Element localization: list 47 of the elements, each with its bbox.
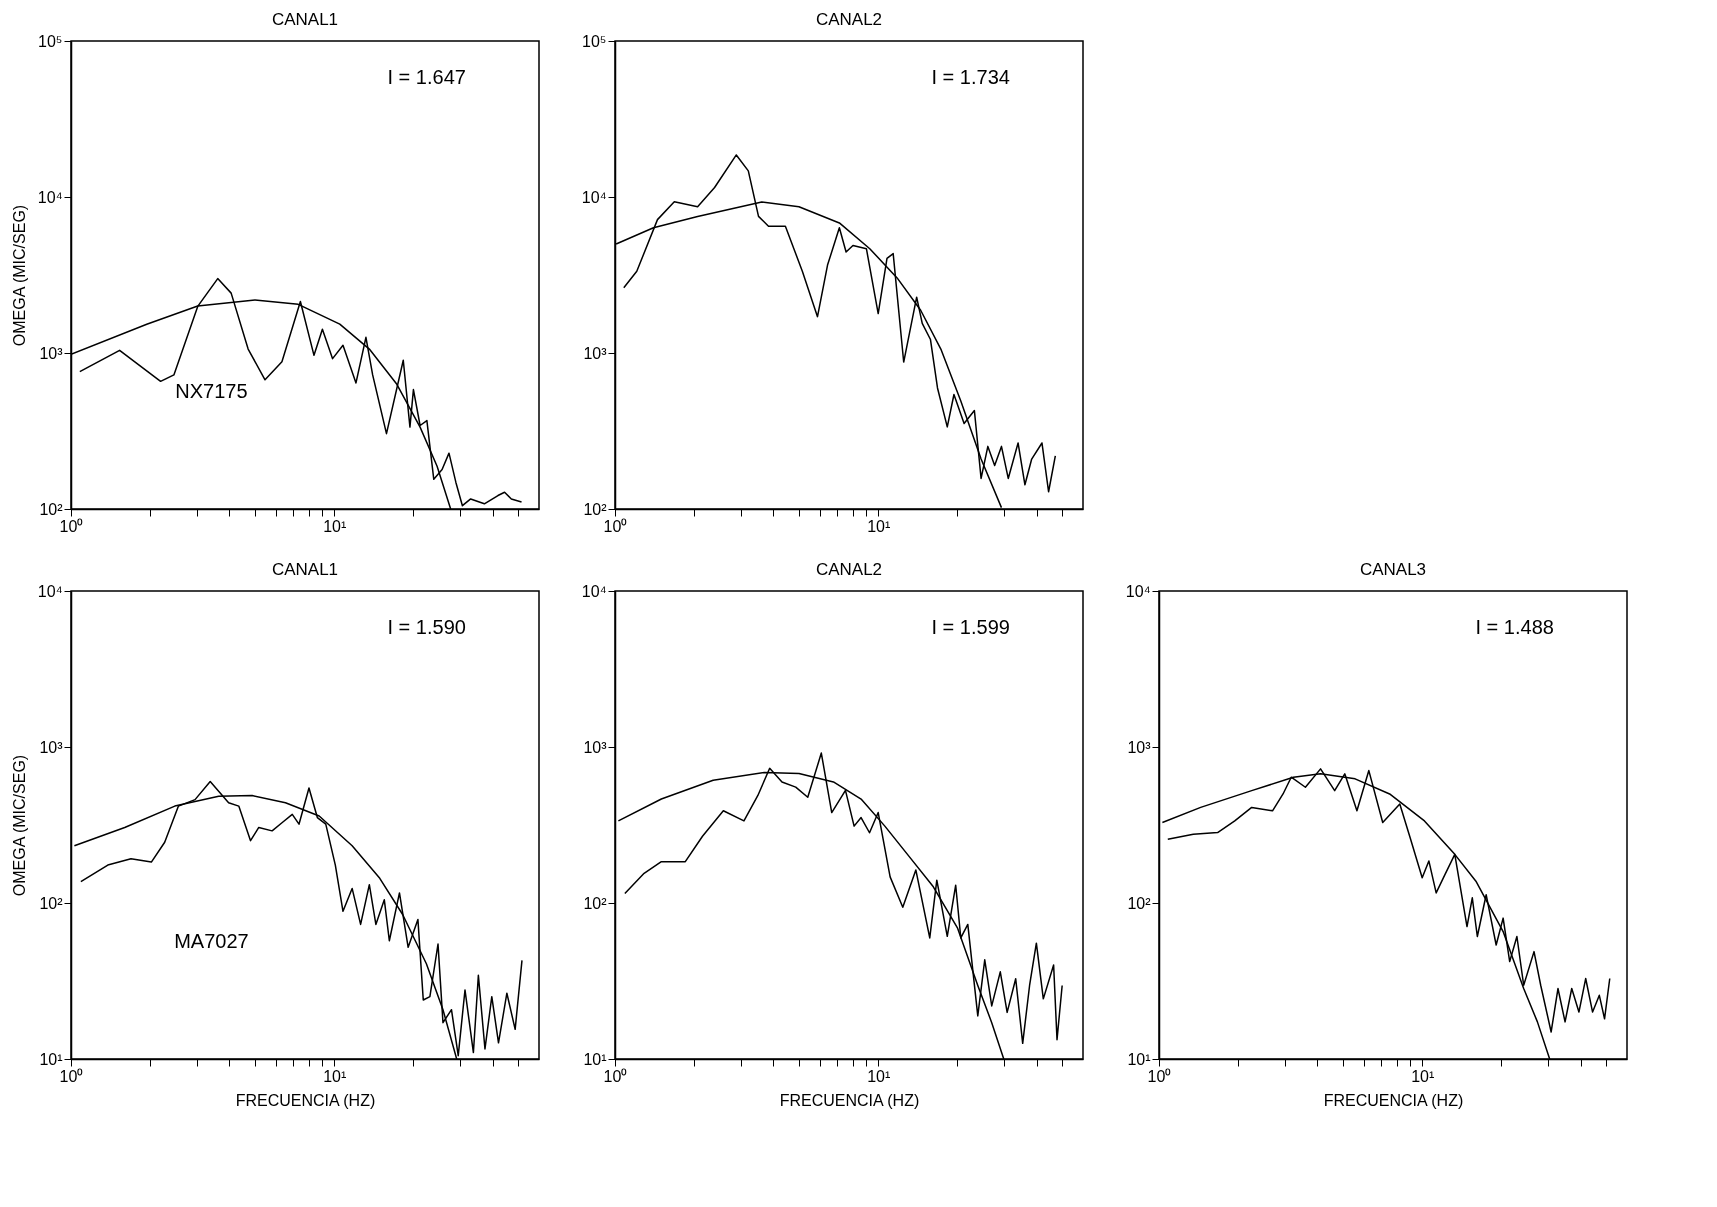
- x-tick-label: 10⁰: [603, 517, 628, 535]
- x-tick-label: 10⁰: [59, 1067, 84, 1085]
- y-tick-label: 10⁴: [581, 582, 607, 600]
- y-tick-label: 10⁴: [581, 188, 607, 206]
- y-axis-title: OMEGA (MIC/SEG): [10, 204, 28, 347]
- chart-title: CANAL2: [815, 10, 883, 29]
- chart-title: CANAL1: [271, 560, 339, 579]
- x-axis-title: FRECUENCIA (HZ): [779, 1091, 920, 1109]
- y-tick-label: 10⁵: [38, 32, 63, 50]
- y-tick-label: 10¹: [39, 1050, 63, 1068]
- annotation: I = 1.488: [1475, 616, 1554, 639]
- y-tick-label: 10³: [1127, 738, 1152, 756]
- x-tick-label: 10⁰: [1147, 1067, 1172, 1085]
- x-tick-label: 10¹: [867, 1067, 891, 1085]
- y-tick-label: 10²: [39, 894, 64, 912]
- annotation: I = 1.599: [931, 616, 1010, 639]
- y-tick-label: 10⁴: [1125, 582, 1151, 600]
- annotation: MA7027: [174, 930, 249, 952]
- chart-title: CANAL3: [1359, 560, 1427, 579]
- annotation: I = 1.590: [387, 616, 466, 639]
- x-axis-title: FRECUENCIA (HZ): [235, 1091, 376, 1109]
- y-tick-label: 10¹: [1127, 1050, 1151, 1068]
- x-tick-label: 10¹: [1411, 1067, 1435, 1085]
- y-tick-label: 10²: [583, 500, 608, 518]
- chart-title: CANAL1: [271, 10, 339, 29]
- y-tick-label: 10³: [583, 344, 608, 362]
- x-tick-label: 10⁰: [603, 1067, 628, 1085]
- x-tick-label: 10¹: [323, 517, 347, 535]
- y-tick-label: 10⁴: [37, 582, 63, 600]
- y-tick-label: 10⁵: [582, 32, 607, 50]
- x-tick-label: 10¹: [867, 517, 891, 535]
- annotation: NX7175: [175, 380, 248, 402]
- x-tick-label: 10¹: [323, 1067, 347, 1085]
- annotation: I = 1.647: [387, 66, 466, 89]
- annotation: I = 1.734: [931, 66, 1010, 89]
- y-tick-label: 10²: [1127, 894, 1152, 912]
- y-tick-label: 10¹: [583, 1050, 607, 1068]
- y-tick-label: 10³: [39, 344, 64, 362]
- x-axis-title: FRECUENCIA (HZ): [1323, 1091, 1464, 1109]
- y-tick-label: 10²: [583, 894, 608, 912]
- y-tick-label: 10²: [39, 500, 64, 518]
- chart-title: CANAL2: [815, 560, 883, 579]
- y-tick-label: 10⁴: [37, 188, 63, 206]
- y-tick-label: 10³: [583, 738, 608, 756]
- x-tick-label: 10⁰: [59, 517, 84, 535]
- y-axis-title: OMEGA (MIC/SEG): [10, 754, 28, 897]
- y-tick-label: 10³: [39, 738, 64, 756]
